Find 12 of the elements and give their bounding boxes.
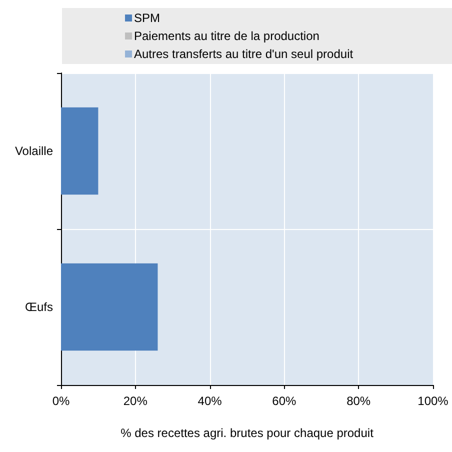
x-tick-label: 0% bbox=[52, 394, 70, 408]
x-tick-label: 40% bbox=[198, 394, 222, 408]
y-tick-label: Volaille bbox=[14, 144, 54, 158]
x-tick-label: 80% bbox=[346, 394, 371, 408]
y-tick-label: Œufs bbox=[24, 300, 53, 314]
legend-label: Paiements au titre de la production bbox=[134, 29, 320, 43]
x-tick-label: 20% bbox=[123, 394, 148, 408]
legend-label: Autres transferts au titre d'un seul produit bbox=[134, 47, 354, 61]
x-tick-label: 60% bbox=[272, 394, 297, 408]
x-axis-title: % des recettes agri. brutes pour chaque produit bbox=[120, 426, 374, 440]
x-tick-label: 100% bbox=[418, 394, 449, 408]
legend-label: SPM bbox=[134, 11, 160, 25]
